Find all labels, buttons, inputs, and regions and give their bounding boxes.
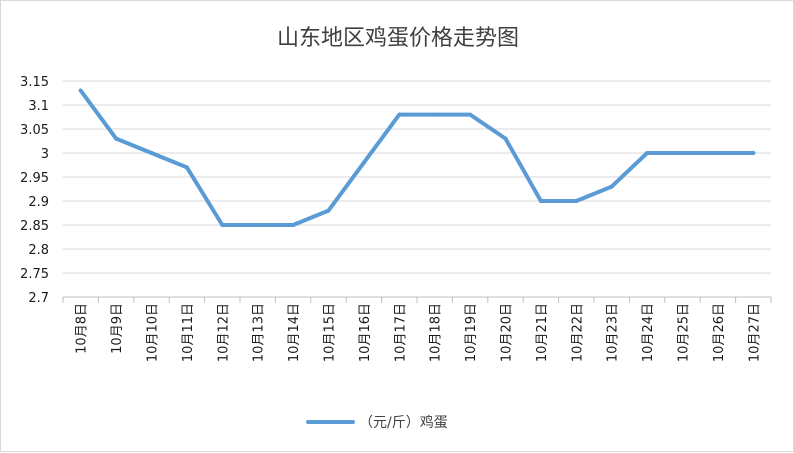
data-point [538,199,543,203]
data-point [468,112,473,117]
data-point [255,223,260,227]
y-axis: 2.7 2.75 2.8 2.85 2.9 2.95 3 3.05 3.1 3.15 [20,75,49,306]
x-axis: 10月8日 10月9日 10月10日 10月11日 10月12日 10月13日 10月14日… [62,297,772,362]
data-point [220,223,225,227]
x-tick-label: 10月24日 [641,303,656,362]
series-line [78,88,756,227]
y-tick-label: 3.05 [20,123,49,138]
legend: （元/斤）鸡蛋 [306,414,448,431]
x-tick-label: 10月17日 [393,303,408,362]
y-tick-label: 3.1 [28,99,49,114]
x-tick-label: 10月25日 [677,303,692,362]
y-tick-label: 2.95 [20,171,49,186]
data-point [397,112,402,117]
x-tick-label: 10月8日 [75,303,90,354]
x-tick-label: 10月13日 [252,303,267,362]
data-point [361,160,366,165]
x-tick-label: 10月21日 [535,303,550,362]
data-point [326,208,331,213]
data-point [432,112,437,117]
series-layer [78,88,756,227]
data-point [680,151,685,155]
data-point [149,151,154,155]
x-tick-label: 10月10日 [146,303,161,362]
x-tick-label: 10月14日 [287,303,302,362]
data-point [78,88,83,93]
data-point [645,151,650,155]
gridlines [63,80,771,298]
x-tick-label: 10月9日 [110,303,125,354]
y-tick-label: 2.7 [28,291,49,306]
x-tick-label: 10月15日 [323,303,338,362]
data-point [574,199,579,203]
x-tick-label: 10月23日 [606,303,621,362]
y-tick-label: 2.8 [28,243,49,258]
data-point [291,223,296,227]
data-point [184,165,189,170]
y-tick-label: 3 [41,147,49,162]
data-point [503,136,508,141]
data-point [715,151,720,155]
data-point [609,184,614,189]
data-point [751,151,756,155]
y-tick-label: 3.15 [20,75,49,90]
x-tick-label: 10月27日 [747,303,762,362]
x-tick-label: 10月18日 [429,303,444,362]
x-tick-label: 10月20日 [500,303,515,362]
x-tick-label: 10月19日 [464,303,479,362]
x-tick-label: 10月11日 [181,303,196,362]
y-tick-label: 2.75 [20,267,49,282]
x-tick-label: 10月12日 [216,303,231,362]
chart-title: 山东地区鸡蛋价格走势图 [277,26,519,51]
legend-label: （元/斤）鸡蛋 [359,414,448,431]
x-tick-label: 10月16日 [358,303,373,362]
x-tick-label: 10月26日 [712,303,727,362]
x-tick-label: 10月22日 [570,303,585,362]
data-point [114,136,119,141]
y-tick-label: 2.85 [20,219,49,234]
y-tick-label: 2.9 [28,195,49,210]
